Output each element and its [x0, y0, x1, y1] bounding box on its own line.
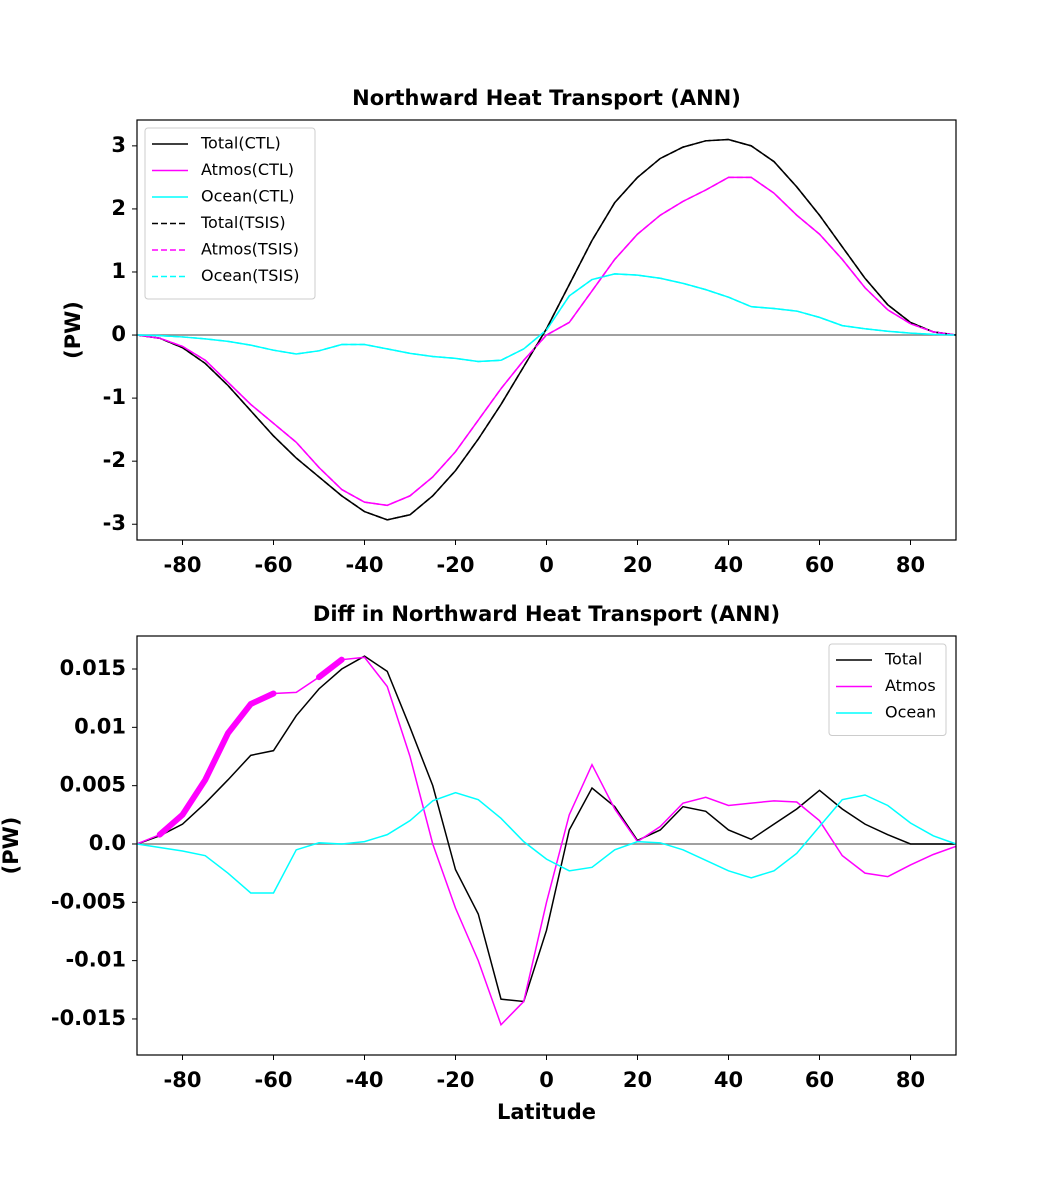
x-tick-label: 80 [896, 1068, 925, 1092]
y-tick-label: -2 [103, 448, 126, 472]
x-tick-label: 40 [714, 553, 743, 577]
series-line [137, 655, 956, 1003]
x-tick-label: 0 [539, 1068, 554, 1092]
legend-label: Total [884, 650, 922, 669]
x-tick-label: -60 [255, 553, 293, 577]
highlight-line [316, 656, 345, 681]
y-tick-label: -0.01 [65, 948, 126, 972]
series-line [137, 176, 956, 507]
y-tick-label: -0.015 [51, 1006, 126, 1030]
x-tick-label: 20 [623, 1068, 652, 1092]
y-tick-label: 0.0 [89, 831, 126, 855]
y-tick-label: 2 [111, 196, 126, 220]
chart-title: Diff in Northward Heat Transport (ANN) [313, 602, 780, 626]
legend-label: Ocean(TSIS) [201, 266, 299, 285]
plot-area [137, 138, 956, 521]
x-tick-label: -60 [255, 1068, 293, 1092]
x-tick-label: 60 [805, 553, 834, 577]
x-tick-label: 80 [896, 553, 925, 577]
x-tick-label: -20 [437, 553, 475, 577]
plot-area [137, 655, 956, 1027]
y-axis-label: (PW) [61, 301, 85, 359]
axes-frame [136, 119, 957, 541]
x-tick-label: 40 [714, 1068, 743, 1092]
y-tick-label: -3 [103, 511, 126, 535]
x-tick-label: -20 [437, 1068, 475, 1092]
y-tick-label: 0.01 [74, 714, 126, 738]
legend-label: Atmos(TSIS) [201, 240, 299, 259]
series-line [137, 138, 956, 521]
y-tick-label: 0.015 [60, 656, 126, 680]
y-tick-label: -1 [103, 385, 126, 409]
legend-label: Atmos [885, 676, 936, 695]
x-tick-label: -80 [164, 1068, 202, 1092]
y-tick-label: 3 [111, 133, 126, 157]
legend-label: Ocean(CTL) [201, 187, 295, 206]
y-tick-label: 0.005 [60, 773, 126, 797]
x-tick-label: -40 [346, 553, 384, 577]
x-axis-label: Latitude [497, 1100, 596, 1124]
series-line [137, 791, 956, 894]
y-axis-label: (PW) [0, 817, 23, 875]
x-tick-label: 60 [805, 1068, 834, 1092]
series-line [137, 273, 956, 363]
x-tick-label: 0 [539, 553, 554, 577]
x-tick-label: -40 [346, 1068, 384, 1092]
legend-label: Atmos(CTL) [201, 160, 294, 179]
chart-title: Northward Heat Transport (ANN) [352, 86, 741, 110]
y-tick-label: 0 [111, 322, 126, 346]
x-tick-label: -80 [164, 553, 202, 577]
y-tick-label: 1 [111, 259, 126, 283]
legend-label: Total(TSIS) [200, 213, 286, 232]
highlight-line [156, 690, 277, 838]
y-tick-label: -0.005 [51, 889, 126, 913]
legend-label: Ocean [885, 703, 936, 722]
axes-frame [136, 635, 957, 1056]
legend-label: Total(CTL) [200, 134, 281, 153]
x-tick-label: 20 [623, 553, 652, 577]
